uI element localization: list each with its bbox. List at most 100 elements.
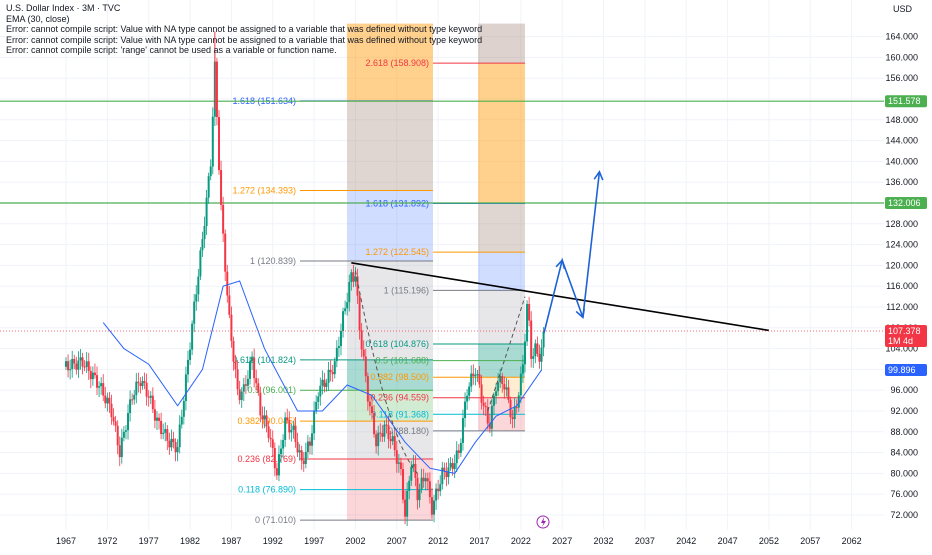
candle-body: [100, 383, 103, 387]
y-axis: 72.000 76.000 80.000 84.000 88.000 92.000 96.0…: [885, 32, 918, 520]
x-tick-label: 2017: [469, 536, 489, 546]
x-tick-label: 1992: [263, 536, 283, 546]
fib-level-label: 1.272 (122.545): [365, 247, 429, 257]
lightning-icon: [541, 517, 546, 527]
candle-body: [191, 323, 194, 350]
candle-body: [503, 384, 506, 390]
candle-body: [211, 116, 214, 167]
candle-body: [205, 197, 208, 227]
candle-body: [280, 448, 283, 455]
y-tick-label: 164.000: [885, 32, 918, 42]
candle-body: [116, 425, 119, 446]
candle-body: [120, 437, 123, 458]
candle-body: [174, 441, 177, 453]
candle-body: [98, 386, 101, 388]
candle-body: [79, 357, 82, 361]
chart-title[interactable]: U.S. Dollar Index · 3M · TVC: [6, 3, 121, 13]
y-tick-label: 116.000: [886, 281, 918, 291]
x-tick-label: 2022: [511, 536, 531, 546]
fib-level-label: 1.272 (134.393): [232, 186, 296, 196]
candle-body: [207, 176, 210, 198]
candle-body: [484, 406, 487, 408]
candle-body: [517, 395, 520, 408]
candle-body: [122, 431, 125, 438]
candle-body: [308, 441, 311, 446]
candle-body: [441, 467, 444, 485]
candle-body: [329, 369, 332, 373]
candle-body: [412, 463, 415, 467]
price-tag-sub: 1M 4d: [888, 336, 913, 346]
candle-body: [505, 387, 508, 390]
candle-body: [199, 250, 202, 277]
candle-body: [389, 439, 392, 442]
x-tick-label: 2012: [428, 536, 448, 546]
y-tick-label: 160.000: [885, 52, 918, 62]
fib-zone: [478, 290, 525, 345]
y-tick-label: 112.000: [886, 302, 918, 312]
candle-body: [238, 389, 241, 401]
candle-body: [294, 425, 297, 442]
x-tick-label: 1977: [139, 536, 159, 546]
candle-body: [108, 397, 111, 404]
trendline: [351, 262, 770, 332]
candle-body: [230, 314, 233, 341]
candle-body: [118, 445, 121, 458]
x-tick-label: 1997: [304, 536, 324, 546]
y-tick-label: 124.000: [885, 240, 918, 250]
fib-level-label: 0 (88.180): [388, 426, 429, 436]
candle-body: [71, 359, 74, 370]
candle-body: [85, 361, 88, 367]
candle-body: [87, 361, 90, 372]
fib-zone: [347, 359, 433, 391]
fib-zone: [478, 377, 525, 398]
indicator-label[interactable]: EMA (30, close): [6, 13, 70, 24]
candle-body: [395, 450, 398, 464]
candle-body: [426, 478, 429, 482]
candle-body: [397, 462, 400, 464]
candle-body: [151, 395, 154, 410]
candle-body: [155, 417, 158, 421]
candle-body: [228, 295, 231, 315]
candle-body: [499, 376, 502, 383]
y-tick-label: 120.000: [885, 260, 918, 270]
projection-arrowhead: [593, 170, 604, 181]
candle-body: [249, 361, 252, 379]
candle-body: [385, 424, 388, 426]
candle-body: [89, 371, 92, 380]
candle-body: [162, 432, 165, 435]
x-tick-label: 1987: [221, 536, 241, 546]
candle-body: [337, 346, 340, 348]
candle-body: [492, 395, 495, 406]
candle-body: [391, 436, 394, 442]
candle-body: [350, 272, 353, 283]
candle-body: [362, 349, 365, 357]
candle-body: [96, 375, 99, 388]
fib-level-label: 1 (120.839): [250, 256, 296, 266]
x-tick-label: 1982: [180, 536, 200, 546]
y-tick-label: 104.000: [885, 344, 918, 354]
fib-level-label: 0.618 (104.876): [365, 339, 429, 349]
x-tick-label: 2032: [594, 536, 614, 546]
candle-body: [104, 395, 107, 404]
y-tick-label: 148.000: [885, 115, 918, 125]
y-tick-label: 156.000: [885, 73, 918, 83]
candle-body: [377, 432, 380, 447]
candle-body: [246, 378, 249, 386]
candle-body: [102, 383, 105, 396]
dashed-path: [487, 296, 526, 412]
candle-body: [515, 407, 518, 409]
candle-body: [366, 376, 369, 402]
candle-body: [236, 369, 239, 390]
candle-body: [182, 401, 185, 417]
candle-body: [244, 384, 247, 386]
candle-body: [139, 383, 142, 386]
candle-body: [259, 392, 262, 416]
candle-body: [528, 303, 531, 321]
y-tick-label: 88.000: [890, 427, 918, 437]
candle-body: [215, 61, 218, 118]
candles: [65, 53, 545, 526]
candle-body: [269, 437, 272, 440]
candle-body: [542, 331, 545, 348]
candle-body: [325, 382, 328, 387]
